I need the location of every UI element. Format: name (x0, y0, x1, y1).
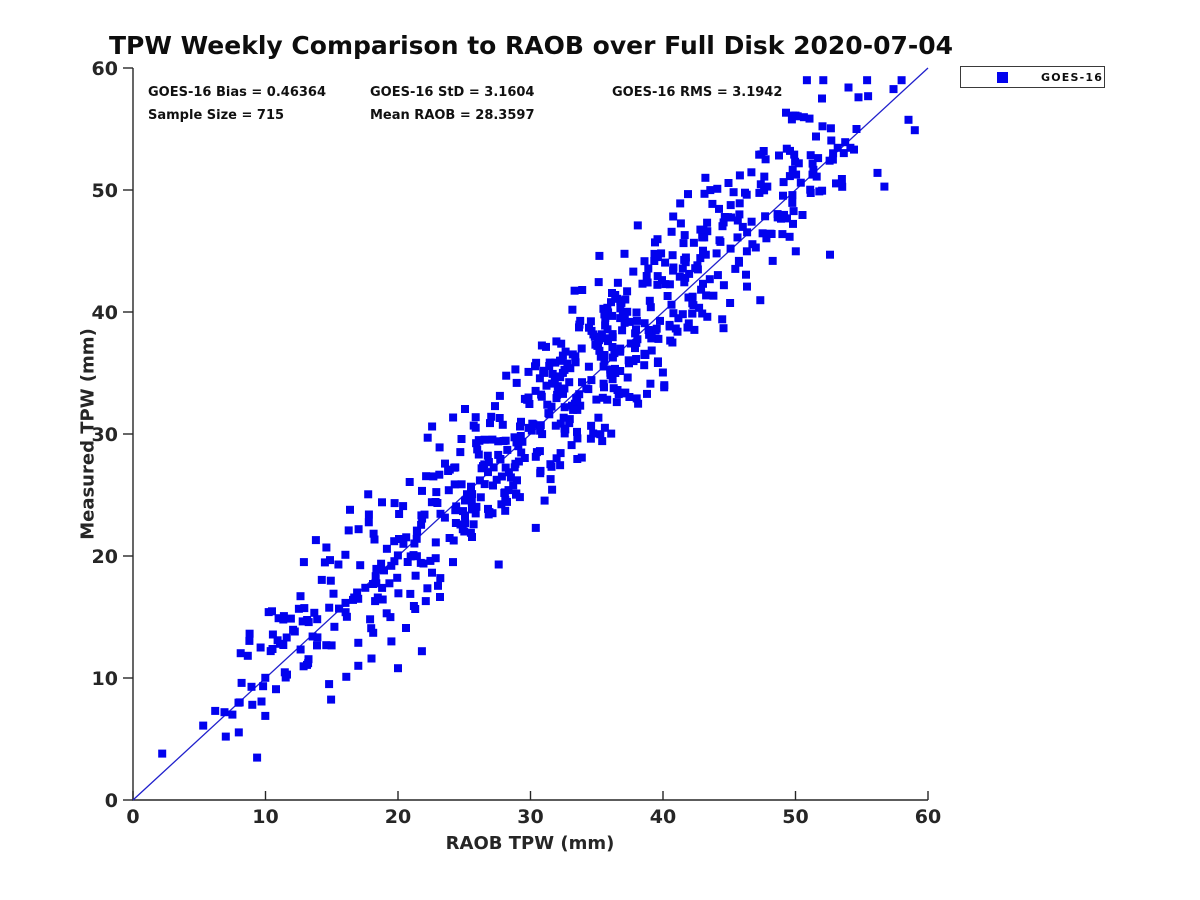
stat-sample-size: Sample Size = 715 (148, 108, 285, 123)
y-axis-label: Measured TPW (mm) (77, 328, 99, 540)
legend-marker-square-icon (997, 71, 1008, 83)
svg-text:50: 50 (92, 180, 118, 202)
x-axis-label: RAOB TPW (mm) (445, 833, 615, 854)
svg-text:20: 20 (385, 806, 411, 828)
svg-text:10: 10 (252, 806, 278, 828)
svg-text:60: 60 (92, 58, 118, 80)
svg-text:40: 40 (650, 806, 676, 828)
svg-text:50: 50 (782, 806, 808, 828)
scatter-series-goes16 (158, 76, 919, 762)
legend-label-goes16: GOES-16 (1041, 70, 1104, 84)
svg-text:0: 0 (105, 790, 118, 812)
svg-text:30: 30 (92, 424, 118, 446)
svg-text:60: 60 (915, 806, 941, 828)
stat-mean-raob: Mean RAOB = 28.3597 (370, 108, 535, 123)
stat-bias: GOES-16 Bias = 0.46364 (148, 85, 327, 100)
chart-title: TPW Weekly Comparison to RAOB over Full … (108, 31, 954, 60)
svg-text:20: 20 (92, 546, 118, 568)
stat-std: GOES-16 StD = 3.1604 (370, 85, 535, 100)
svg-text:0: 0 (126, 806, 139, 828)
stat-rms: GOES-16 RMS = 3.1942 (612, 85, 783, 100)
legend: GOES-16 (960, 66, 1105, 88)
svg-text:10: 10 (92, 668, 118, 690)
x-ticks: 0 10 20 30 40 50 60 (126, 791, 941, 828)
svg-text:30: 30 (517, 806, 543, 828)
y-ticks: 0 10 20 30 40 50 60 (92, 58, 133, 812)
svg-text:40: 40 (92, 302, 118, 324)
